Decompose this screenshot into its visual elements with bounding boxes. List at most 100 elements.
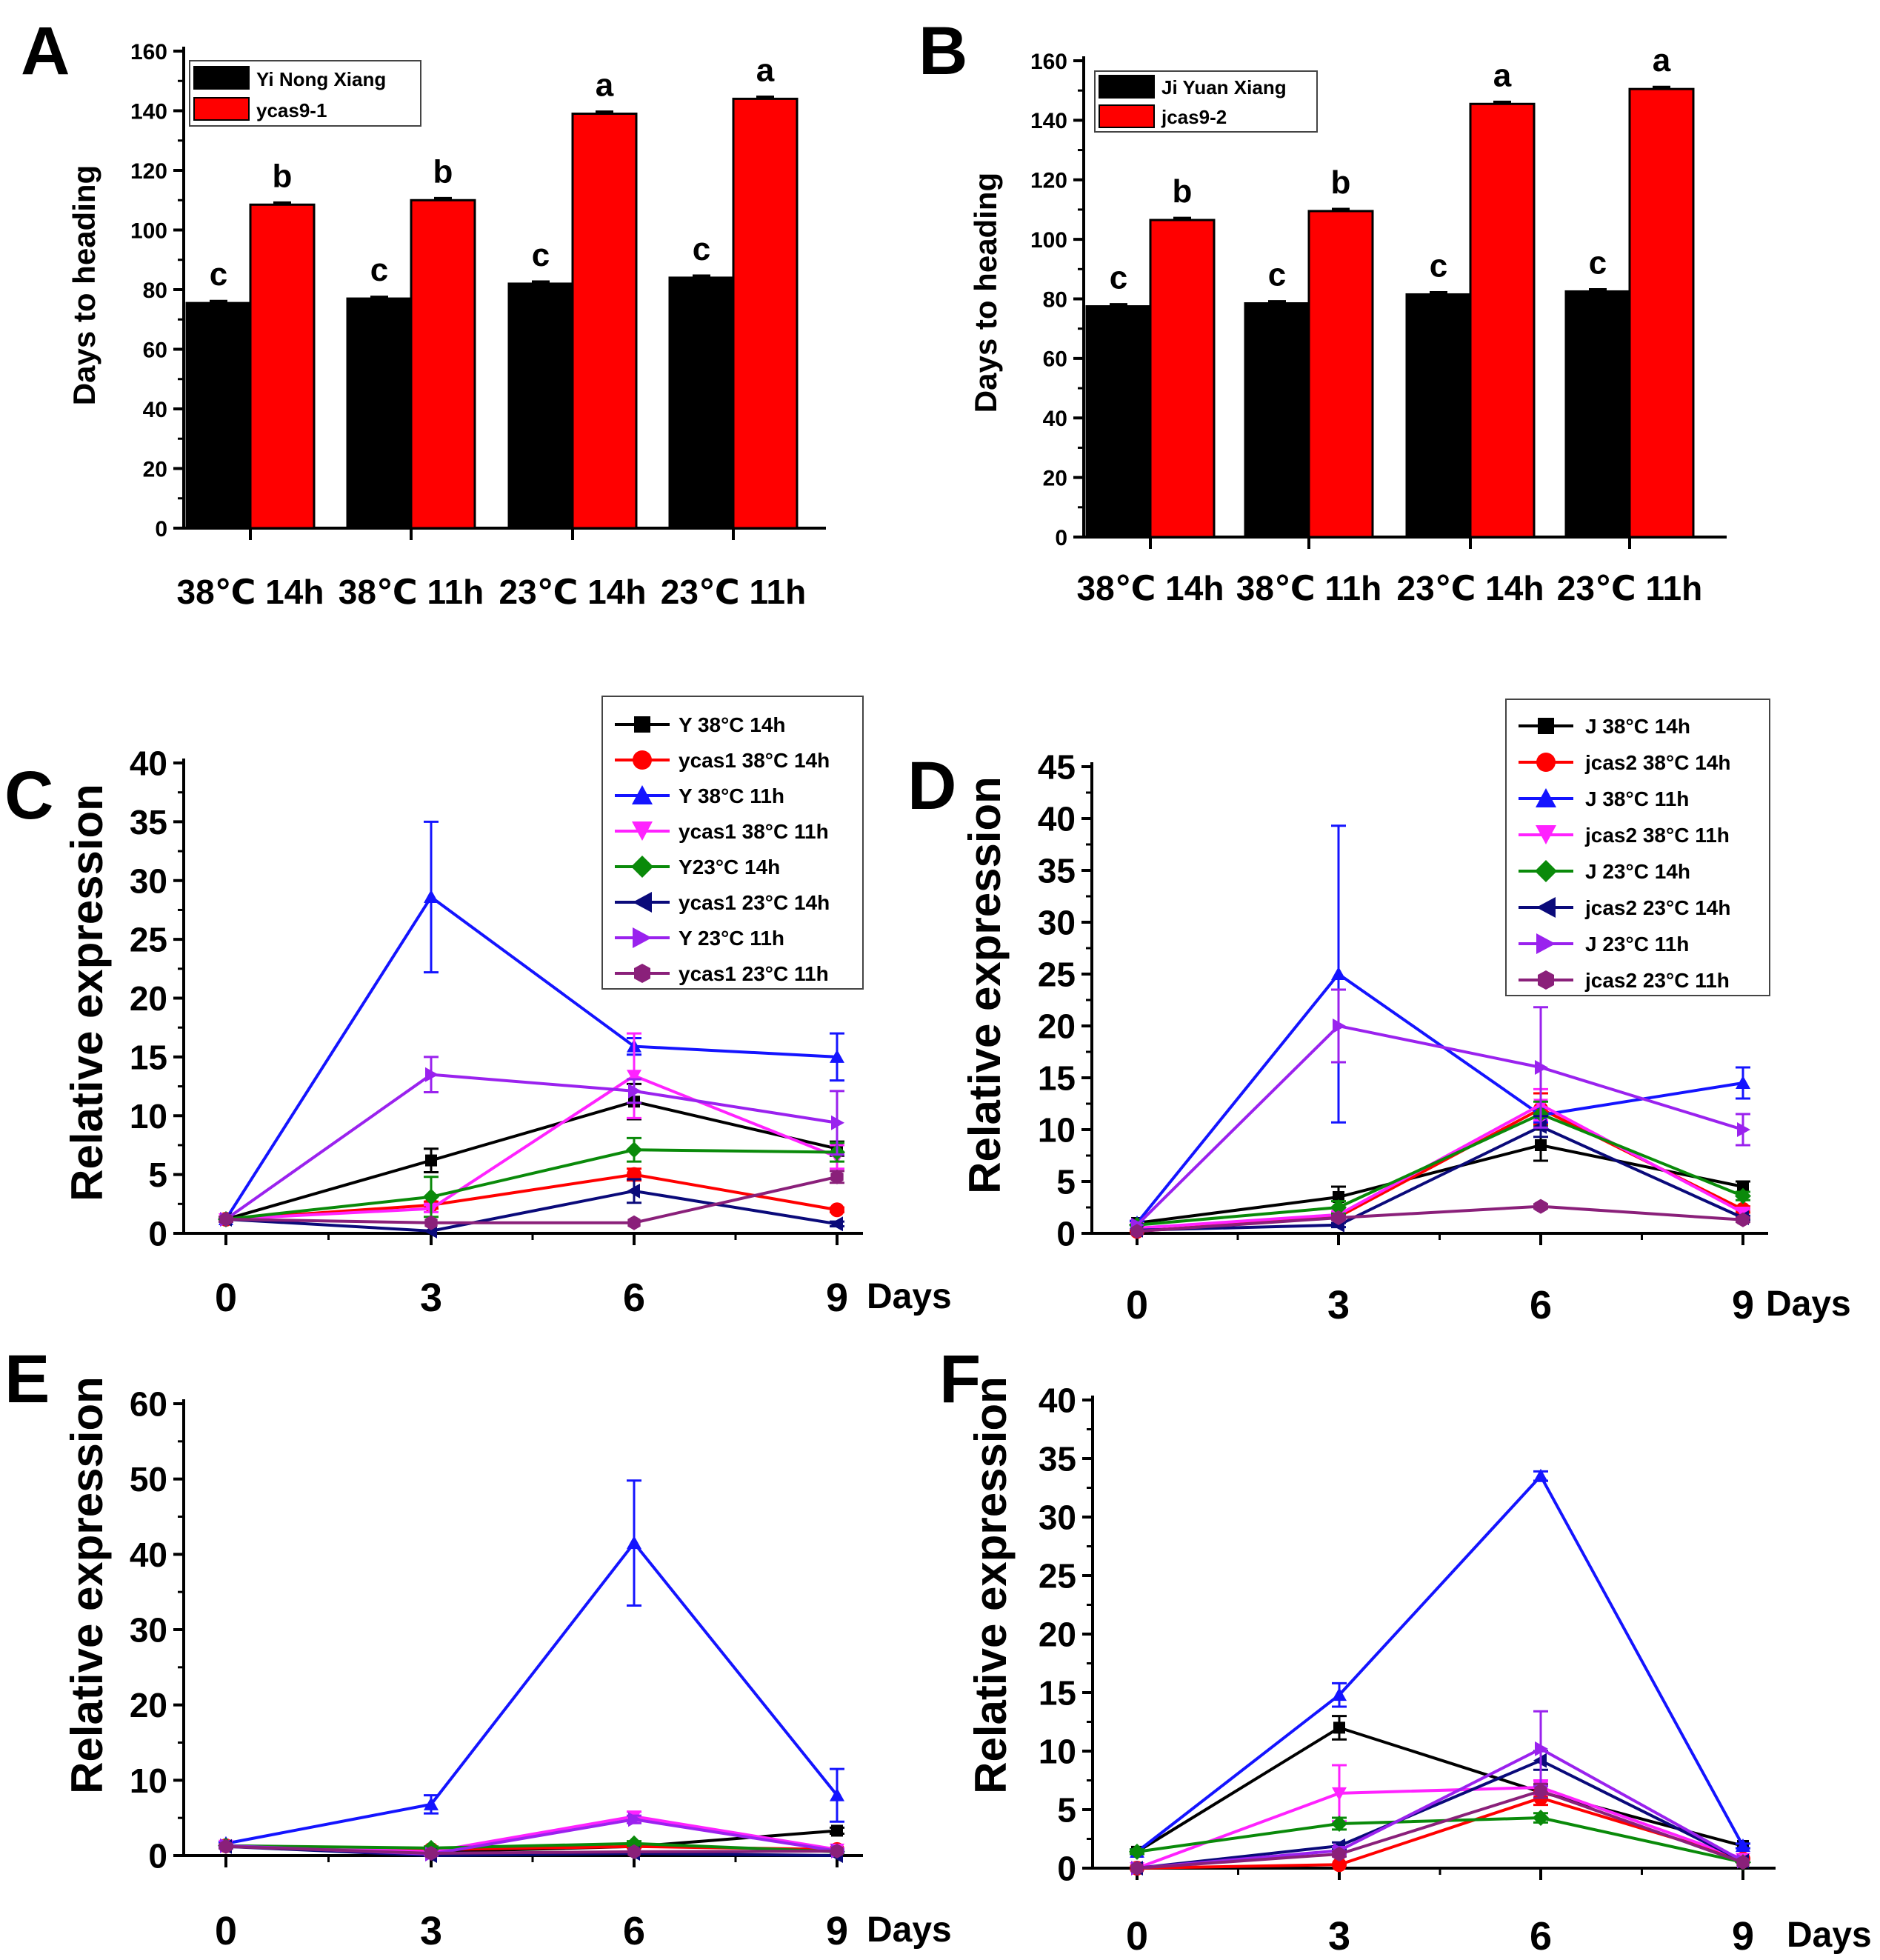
x-tick-label: 38℃ 11h xyxy=(339,573,484,611)
series-line xyxy=(1136,1204,1744,1233)
data-point xyxy=(626,1141,642,1159)
data-point xyxy=(1333,1019,1346,1033)
data-point xyxy=(1130,1861,1144,1876)
legend-marker xyxy=(1536,753,1556,772)
significance-letter: a xyxy=(756,52,775,88)
y-tick-label: 40 xyxy=(1039,1381,1076,1420)
y-tick-label: 20 xyxy=(130,979,167,1018)
data-point xyxy=(219,1839,233,1854)
series-line xyxy=(1136,1747,1744,1870)
bar xyxy=(1244,302,1310,539)
x-tick-label: 3 xyxy=(420,1909,442,1953)
legend-marker xyxy=(633,750,652,770)
y-tick-label: 0 xyxy=(155,517,167,541)
x-tick-label: 3 xyxy=(1328,1914,1350,1959)
y-tick-label: 10 xyxy=(130,1097,167,1136)
data-point xyxy=(628,1812,641,1827)
legend-entry: ycas1 23°C 11h xyxy=(615,962,829,985)
legend-label: Y23°C 14h xyxy=(679,856,780,879)
series-line xyxy=(225,1100,838,1221)
significance-letter: a xyxy=(1653,42,1671,79)
series-line xyxy=(1136,1103,1744,1230)
legend-label: ycas1 23°C 14h xyxy=(679,891,830,914)
y-tick-label: 30 xyxy=(1039,1499,1076,1537)
plot-f: 0 5 10 15 20 25 30 35 40 0 3 6 9 Days xyxy=(1039,1381,1872,1959)
series-line xyxy=(225,1074,838,1221)
data-point xyxy=(627,1844,641,1859)
data-point xyxy=(830,1169,844,1184)
x-tick-label: 6 xyxy=(623,1909,645,1953)
plot-a: 0 20 40 60 80 100 120 140 160 c b 38℃ 14h c b 38℃ 11h c… xyxy=(130,40,826,611)
y-tick-label: 25 xyxy=(1038,956,1076,994)
x-tick-label: 0 xyxy=(1126,1914,1148,1959)
panel-d: D Relative expression J 38°C 14h jcas2 3… xyxy=(907,699,1851,1327)
y-tick-label: 40 xyxy=(143,398,167,422)
plot-d: 0 5 10 15 20 25 30 35 40 45 0 3 6 9 Days xyxy=(1038,748,1851,1327)
x-axis-title: Days xyxy=(1766,1284,1851,1324)
data-point xyxy=(1129,1843,1145,1860)
y-tick-label: 160 xyxy=(130,40,167,64)
x-tick-label: 9 xyxy=(826,1909,848,1953)
legend-swatch xyxy=(1099,104,1155,128)
bar xyxy=(1149,219,1216,539)
y-tick-label: 35 xyxy=(1039,1440,1076,1479)
bar xyxy=(410,199,476,530)
legend-label: Yi Nong Xiang xyxy=(256,68,386,90)
x-tick-label: 9 xyxy=(1732,1914,1754,1959)
significance-letter: a xyxy=(1493,57,1512,93)
y-tick-label: 20 xyxy=(143,457,167,481)
x-tick-label: 3 xyxy=(420,1276,442,1320)
bar xyxy=(668,276,735,530)
significance-letter: a xyxy=(596,67,614,104)
data-point xyxy=(1130,1224,1144,1239)
legend-label: J 38°C 14h xyxy=(1585,715,1690,738)
bar xyxy=(507,282,574,530)
series-line xyxy=(225,1841,838,1853)
bar xyxy=(1564,290,1631,539)
data-point xyxy=(1735,1187,1751,1204)
legend-label: J 23°C 14h xyxy=(1585,860,1690,883)
data-point xyxy=(1333,1847,1346,1862)
y-tick-label: 25 xyxy=(130,921,167,959)
data-point xyxy=(831,1824,843,1837)
legend-label: ycas1 38°C 11h xyxy=(679,820,829,843)
legend-marker xyxy=(631,856,653,878)
x-tick-label: 23℃ 14h xyxy=(1397,569,1544,607)
legend-marker xyxy=(632,785,653,804)
data-point xyxy=(627,1183,640,1199)
y-tick-label: 35 xyxy=(1038,852,1076,890)
panel-letter-b: B xyxy=(919,13,967,89)
x-tick-label: 23℃ 14h xyxy=(499,573,647,611)
series-line xyxy=(1136,1789,1744,1870)
series-line xyxy=(1136,1785,1744,1870)
series-line xyxy=(224,895,838,1221)
plot-c: 0 5 10 15 20 25 30 35 40 0 3 6 9 Days xyxy=(130,744,952,1320)
y-tick-label: 10 xyxy=(1038,1111,1076,1150)
data-point xyxy=(627,1536,641,1550)
bar xyxy=(1628,87,1695,539)
data-point xyxy=(1736,1838,1750,1852)
y-tick-label: 0 xyxy=(148,1215,167,1253)
legend-entry: Y 23°C 11h xyxy=(615,927,784,950)
data-point xyxy=(1332,1787,1347,1801)
legend-label: Y 23°C 11h xyxy=(679,927,784,950)
y-tick-label: 0 xyxy=(1056,1215,1076,1253)
significance-letter: c xyxy=(210,256,227,293)
legend-entry: Y 38°C 11h xyxy=(615,784,784,807)
data-point xyxy=(219,1211,233,1227)
series-line xyxy=(1136,1112,1744,1227)
x-tick-label: 6 xyxy=(1530,1283,1552,1327)
legend-marker xyxy=(634,716,650,733)
y-tick-label: 60 xyxy=(1043,347,1067,372)
data-point xyxy=(628,1083,641,1099)
series-line xyxy=(1136,1759,1744,1870)
y-tick-label: 120 xyxy=(1030,169,1067,193)
x-tick-label: 6 xyxy=(1530,1914,1552,1959)
series-line xyxy=(225,1173,838,1221)
panel-letter-d: D xyxy=(907,748,956,824)
y-axis-title: Relative expression xyxy=(960,776,1010,1194)
legend-marker xyxy=(632,821,653,841)
panel-letter-f: F xyxy=(939,1341,981,1417)
y-tick-label: 60 xyxy=(143,338,167,362)
